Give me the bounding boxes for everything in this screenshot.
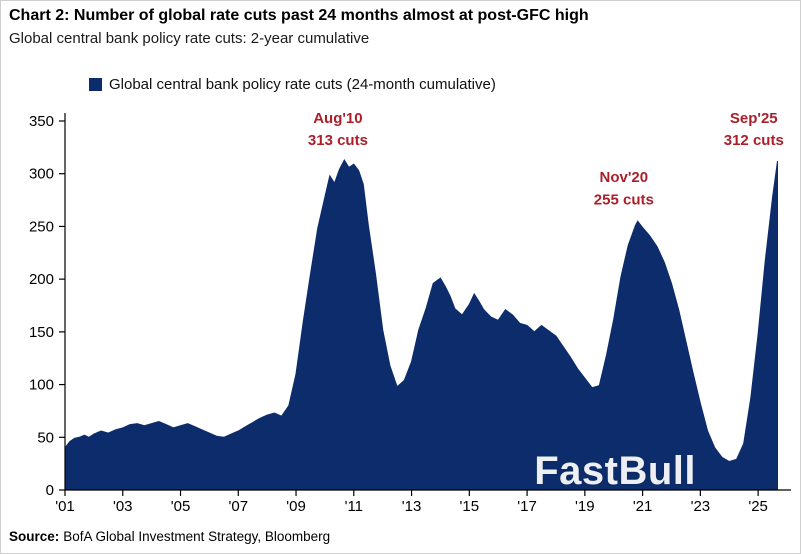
chart-subtitle: Global central bank policy rate cuts: 2-… <box>9 30 370 47</box>
x-axis-tick-label: '15 <box>460 498 480 515</box>
x-axis-tick-label: '11 <box>345 498 363 515</box>
x-axis-tick-label: '19 <box>575 498 595 515</box>
source-text: BofA Global Investment Strategy, Bloombe… <box>63 529 331 544</box>
annotation-label: Sep'25 <box>730 110 778 127</box>
source-line: Source: BofA Global Investment Strategy, … <box>9 529 330 544</box>
x-axis-tick-label: '07 <box>228 498 248 515</box>
annotation-label: Aug'10 <box>313 110 362 127</box>
y-axis-tick-label: 200 <box>29 271 54 288</box>
y-axis-tick-label: 150 <box>29 324 54 341</box>
legend-label: Global central bank policy rate cuts (24… <box>109 76 496 93</box>
x-axis-tick-label: '17 <box>517 498 537 515</box>
annotation-label: Nov'20 <box>600 169 649 186</box>
x-axis-tick-label: '05 <box>171 498 191 515</box>
y-axis-tick-label: 300 <box>29 166 54 183</box>
legend: Global central bank policy rate cuts (24… <box>89 76 496 93</box>
y-axis-tick-label: 50 <box>37 429 54 446</box>
annotation-label: 312 cuts <box>724 132 784 149</box>
chart-title: Chart 2: Number of global rate cuts past… <box>9 7 589 24</box>
y-axis-tick-label: 250 <box>29 218 54 235</box>
x-axis-tick-label: '09 <box>286 498 306 515</box>
x-axis-tick-label: '23 <box>691 498 711 515</box>
annotation-label: 313 cuts <box>308 132 368 149</box>
x-axis-tick-label: '25 <box>748 498 768 515</box>
annotation-label: 255 cuts <box>594 191 654 208</box>
area-series <box>64 158 778 491</box>
legend-swatch-icon <box>89 78 102 91</box>
axes <box>64 113 791 491</box>
x-axis-tick-label: '03 <box>113 498 133 515</box>
watermark: FastBull <box>534 449 696 493</box>
x-axis-tick-label: '21 <box>633 498 653 515</box>
source-label: Source: <box>9 529 60 544</box>
x-axis-tick-label: '01 <box>55 498 75 515</box>
y-axis-tick-label: 350 <box>29 113 54 130</box>
x-axis-tick-label: '13 <box>402 498 422 515</box>
y-axis-tick-label: 0 <box>46 482 54 499</box>
y-axis-tick-label: 100 <box>29 377 54 394</box>
